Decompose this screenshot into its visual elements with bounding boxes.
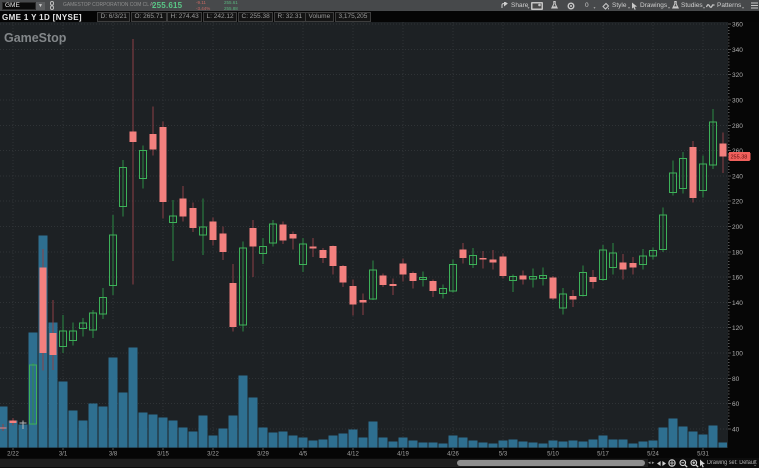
svg-text:5/24: 5/24	[647, 452, 659, 458]
svg-text:60: 60	[732, 401, 740, 408]
svg-text:5/31: 5/31	[697, 452, 709, 458]
svg-text:320: 320	[732, 72, 743, 79]
svg-text:120: 120	[732, 325, 743, 332]
svg-text:5/3: 5/3	[499, 452, 508, 458]
svg-text:3/8: 3/8	[109, 452, 118, 458]
svg-text:280: 280	[732, 123, 743, 130]
svg-text:5/17: 5/17	[597, 452, 609, 458]
svg-text:40: 40	[732, 426, 740, 433]
svg-text:180: 180	[732, 249, 743, 256]
svg-text:4/19: 4/19	[397, 452, 409, 458]
svg-text:2/22: 2/22	[7, 452, 19, 458]
svg-text:260: 260	[732, 148, 743, 155]
svg-text:340: 340	[732, 47, 743, 54]
svg-text:3/15: 3/15	[157, 452, 169, 458]
svg-text:220: 220	[732, 199, 743, 206]
svg-text:240: 240	[732, 173, 743, 180]
svg-text:3/22: 3/22	[207, 452, 219, 458]
svg-text:300: 300	[732, 98, 743, 105]
svg-text:200: 200	[732, 224, 743, 231]
svg-text:3/1: 3/1	[59, 452, 68, 458]
svg-text:5/10: 5/10	[547, 452, 559, 458]
svg-text:4/5: 4/5	[299, 452, 308, 458]
svg-text:160: 160	[732, 275, 743, 282]
svg-text:3/29: 3/29	[257, 452, 269, 458]
svg-text:360: 360	[732, 22, 743, 29]
svg-text:140: 140	[732, 300, 743, 307]
svg-text:100: 100	[732, 351, 743, 358]
svg-text:255.38: 255.38	[731, 155, 748, 161]
svg-text:80: 80	[732, 376, 740, 383]
svg-text:4/26: 4/26	[447, 452, 459, 458]
svg-text:4/12: 4/12	[347, 452, 359, 458]
